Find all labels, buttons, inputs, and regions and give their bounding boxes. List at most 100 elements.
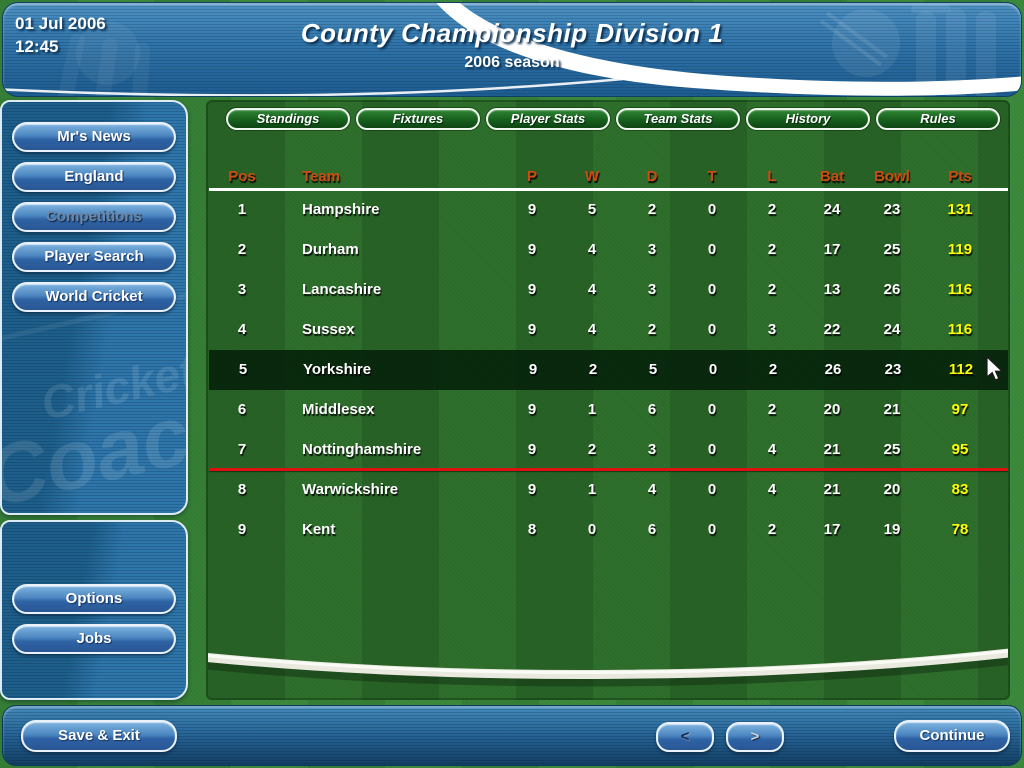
table-row-kent[interactable]: 9 Kent 8 0 6 0 2 17 19 78 xyxy=(208,510,1008,550)
cell-team: Warwickshire xyxy=(302,481,399,498)
cell-t: 0 xyxy=(707,241,717,258)
sidebar-item-options[interactable]: Options xyxy=(12,584,176,614)
col-header-bat: Bat xyxy=(819,168,845,185)
cell-p: 8 xyxy=(527,521,537,538)
cell-pos: 2 xyxy=(237,241,247,258)
col-header-pos: Pos xyxy=(228,168,256,185)
cell-d: 3 xyxy=(647,281,657,298)
table-row-nottinghamshire[interactable]: 7 Nottinghamshire 9 2 3 0 4 21 25 95 xyxy=(208,430,1008,470)
cell-bat: 24 xyxy=(823,201,841,218)
cell-w: 5 xyxy=(587,201,597,218)
cell-pos: 3 xyxy=(237,281,247,298)
cell-p: 9 xyxy=(527,241,537,258)
table-row-middlesex[interactable]: 6 Middlesex 9 1 6 0 2 20 21 97 xyxy=(208,390,1008,430)
cell-pos: 1 xyxy=(237,201,247,218)
col-header-w: W xyxy=(584,168,600,185)
cell-l: 2 xyxy=(767,521,777,538)
cell-t: 0 xyxy=(708,361,718,378)
col-header-l: L xyxy=(767,168,777,185)
cell-pos: 5 xyxy=(238,361,248,378)
cell-t: 0 xyxy=(707,321,717,338)
sidebar-item-jobs[interactable]: Jobs xyxy=(12,624,176,654)
cell-l: 2 xyxy=(767,281,777,298)
tab-fixtures[interactable]: Fixtures xyxy=(356,108,480,130)
cell-bat: 21 xyxy=(823,481,841,498)
col-header-team: Team xyxy=(302,168,341,185)
cell-p: 9 xyxy=(527,321,537,338)
cell-t: 0 xyxy=(707,401,717,418)
cell-team: Lancashire xyxy=(302,281,382,298)
cricket-coach-watermark-frame xyxy=(2,277,186,513)
cell-pos: 6 xyxy=(237,401,247,418)
cell-l: 3 xyxy=(767,321,777,338)
cell-pts: 112 xyxy=(948,361,974,378)
table-row-warwickshire[interactable]: 8 Warwickshire 9 1 4 0 4 21 20 83 xyxy=(208,470,1008,510)
table-row-hampshire[interactable]: 1 Hampshire 9 5 2 0 2 24 23 131 xyxy=(208,190,1008,230)
cricket-coach-watermark: Coach xyxy=(0,375,188,515)
table-row-sussex[interactable]: 4 Sussex 9 4 2 0 3 22 24 116 xyxy=(208,310,1008,350)
sidebar-item-england[interactable]: England xyxy=(12,162,176,192)
col-header-bowl: Bowl xyxy=(874,168,910,185)
cell-bat: 13 xyxy=(823,281,841,298)
cell-pts: 78 xyxy=(951,521,969,538)
cell-d: 6 xyxy=(647,521,657,538)
cell-pts: 116 xyxy=(947,321,973,338)
cell-p: 9 xyxy=(527,401,537,418)
tab-history[interactable]: History xyxy=(746,108,870,130)
tab-player-stats[interactable]: Player Stats xyxy=(486,108,610,130)
continue-button[interactable]: Continue xyxy=(894,720,1010,752)
table-row-yorkshire-selected[interactable]: 5 Yorkshire 9 2 5 0 2 26 23 112 xyxy=(209,350,1008,390)
cell-bowl: 23 xyxy=(884,361,902,378)
cell-bat: 17 xyxy=(823,521,841,538)
cell-w: 2 xyxy=(588,361,598,378)
cell-w: 4 xyxy=(587,281,597,298)
next-button[interactable]: > xyxy=(726,722,784,752)
sidebar-lower-panel: Options Jobs xyxy=(0,520,188,700)
cell-bowl: 25 xyxy=(883,441,901,458)
cell-t: 0 xyxy=(707,441,717,458)
cell-pts: 83 xyxy=(951,481,969,498)
cell-d: 3 xyxy=(647,441,657,458)
table-row-durham[interactable]: 2 Durham 9 4 3 0 2 17 25 119 xyxy=(208,230,1008,270)
cell-bat: 22 xyxy=(823,321,841,338)
cell-bat: 20 xyxy=(823,401,841,418)
tab-team-stats[interactable]: Team Stats xyxy=(616,108,740,130)
sidebar-item-player-search[interactable]: Player Search xyxy=(12,242,176,272)
cell-p: 9 xyxy=(527,481,537,498)
cell-bowl: 23 xyxy=(883,201,901,218)
cell-pos: 7 xyxy=(237,441,247,458)
cell-t: 0 xyxy=(707,481,717,498)
previous-button[interactable]: < xyxy=(656,722,714,752)
sidebar-item-competitions[interactable]: Competitions xyxy=(12,202,176,232)
sidebar-item-news[interactable]: Mr's News xyxy=(12,122,176,152)
cell-d: 3 xyxy=(647,241,657,258)
page-title: County Championship Division 1 xyxy=(300,18,724,48)
tab-standings[interactable]: Standings xyxy=(226,108,350,130)
sidebar-item-world-cricket[interactable]: World Cricket xyxy=(12,282,176,312)
title-block: County Championship Division 1 2006 seas… xyxy=(3,3,1021,72)
cell-w: 4 xyxy=(587,241,597,258)
cell-team: Hampshire xyxy=(302,201,380,218)
cell-pos: 9 xyxy=(237,521,247,538)
cell-w: 2 xyxy=(587,441,597,458)
col-header-t: T xyxy=(707,168,717,185)
relegation-line xyxy=(209,468,1008,471)
save-and-exit-button[interactable]: Save & Exit xyxy=(21,720,177,752)
cell-d: 4 xyxy=(647,481,657,498)
game-date: 01 Jul 2006 xyxy=(15,14,106,33)
col-header-pts: Pts xyxy=(948,168,972,185)
cell-p: 9 xyxy=(527,441,537,458)
footer-bar: Save & Exit < > Continue xyxy=(2,705,1022,766)
table-row-lancashire[interactable]: 3 Lancashire 9 4 3 0 2 13 26 116 xyxy=(208,270,1008,310)
tab-bar: Standings Fixtures Player Stats Team Sta… xyxy=(226,108,1000,130)
cell-d: 6 xyxy=(647,401,657,418)
cell-bat: 17 xyxy=(823,241,841,258)
cell-d: 2 xyxy=(647,201,657,218)
cell-team: Durham xyxy=(302,241,359,258)
cell-l: 4 xyxy=(767,441,777,458)
boundary-rope xyxy=(208,648,1008,687)
cell-d: 2 xyxy=(647,321,657,338)
cell-pos: 4 xyxy=(237,321,247,338)
tab-rules[interactable]: Rules xyxy=(876,108,1000,130)
